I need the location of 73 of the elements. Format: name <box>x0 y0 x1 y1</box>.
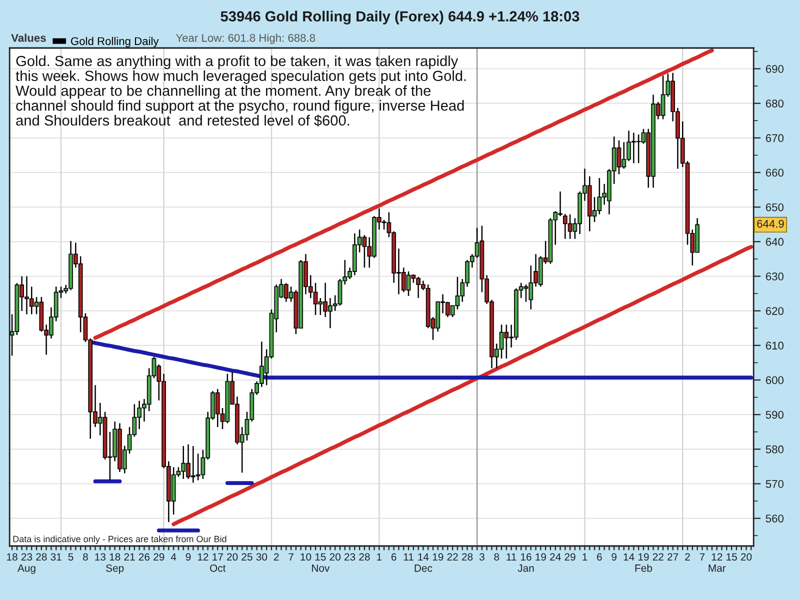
y-tick-label: 620 <box>766 307 784 315</box>
x-tick-label: 4 <box>170 553 176 560</box>
x-tick-label: 21 <box>124 553 135 560</box>
y-tick-label: 590 <box>766 410 784 419</box>
x-tick-label: 13 <box>95 553 106 561</box>
x-tick-label: 18 <box>7 553 18 561</box>
y-tick-label: 580 <box>766 445 784 454</box>
legend-title: Values <box>11 34 46 42</box>
x-tick-label: 15 Nov <box>312 553 330 572</box>
x-tick-label: 3 <box>479 553 484 561</box>
x-tick-label: 10 <box>300 553 312 561</box>
x-tick-label: 16 Jan <box>518 553 534 572</box>
y-tick-label: 660 <box>766 168 784 177</box>
x-tick-label: 25 <box>242 553 252 561</box>
x-tick-label: 15 <box>726 553 737 561</box>
x-tick-label: 19 <box>536 553 546 561</box>
x-tick-label: 23 Aug <box>17 553 36 574</box>
y-tick-label: 560 <box>766 514 784 522</box>
x-tick-label: 20 <box>227 553 238 561</box>
x-tick-label: 23 <box>344 553 356 561</box>
y-tick-label: 680 <box>766 100 784 108</box>
x-tick-label: 18 Sep <box>106 553 124 574</box>
y-tick-label: 600 <box>766 376 784 384</box>
x-tick-label: 2 <box>274 553 279 560</box>
x-tick-label: 6 <box>597 553 602 561</box>
x-tick-label: 11 <box>404 553 414 560</box>
x-tick-label: 12 Mar <box>708 553 726 572</box>
chart-title: 53946 Gold Rolling Daily (Forex) 644.9 +1.24% 18:03 <box>220 10 580 24</box>
chart-subtitle: Year Low: 601.8 High: 688.8 <box>176 34 316 44</box>
x-tick-label: 31 <box>50 553 62 561</box>
x-tick-label: 29 <box>154 553 164 561</box>
x-tick-label: 8 <box>494 553 500 561</box>
y-tick-label: 610 <box>766 342 784 350</box>
y-tick-label: 630 <box>766 272 784 280</box>
x-tick-label: 20 <box>740 553 752 561</box>
x-tick-label: 7 <box>288 553 294 560</box>
x-tick-label: 27 <box>668 553 678 560</box>
y-tick-label: 650 <box>766 203 784 212</box>
x-tick-label: 28 <box>462 553 473 561</box>
x-tick-label: 14 <box>624 553 634 560</box>
x-tick-label: 9 <box>612 553 617 561</box>
x-tick-label: 6 <box>391 553 396 561</box>
line-series <box>172 244 754 526</box>
x-tick-label: 12 <box>198 553 208 560</box>
x-tick-label: 22 <box>447 553 458 560</box>
annotation: Data is indicative only - Prices are taken from Our Bid <box>13 536 226 544</box>
x-tick-label: 29 <box>564 553 576 561</box>
x-tick-label: 14 Dec <box>414 553 432 572</box>
x-tick-label: 17 Oct <box>210 553 226 572</box>
x-tick-label: 11 <box>506 553 516 560</box>
x-tick-label: 8 <box>83 553 88 561</box>
y-tick-label: 570 <box>766 480 784 488</box>
x-tick-label: 5 <box>68 553 74 561</box>
legend-label: Gold Rolling Daily <box>71 36 159 48</box>
x-tick-label: 2 <box>685 553 690 560</box>
x-tick-label: 19 <box>432 553 444 561</box>
annotation: 644.9 <box>757 220 784 228</box>
x-tick-label: 19 Feb <box>635 553 652 572</box>
x-tick-label: 1 <box>582 553 588 560</box>
x-tick-label: 20 <box>330 553 340 561</box>
x-tick-label: 28 <box>36 553 47 561</box>
x-tick-label: 26 <box>138 553 150 561</box>
y-tick-label: 690 <box>766 65 784 73</box>
y-tick-label: 640 <box>766 238 784 246</box>
x-tick-label: 7 <box>700 553 705 560</box>
x-tick-label: 28 <box>359 553 370 561</box>
x-tick-label: 9 <box>186 553 191 561</box>
x-tick-label: 24 <box>550 553 561 560</box>
y-tick-label: 670 <box>766 134 784 142</box>
x-tick-label: 1 <box>377 553 382 560</box>
x-tick-label: 30 <box>256 553 268 561</box>
annotation: Gold. Same as anything with a profit to be taken, it was taken rapidly this week. Shows how much leveraged speculation gets put into Gold. Would appear to be channelling at the moment. Any break of the channel should find support at the psycho, round figure, inverse Head and Shoulders breakout and retested level of $600. <box>16 55 466 126</box>
x-tick-label: 22 <box>652 553 664 560</box>
